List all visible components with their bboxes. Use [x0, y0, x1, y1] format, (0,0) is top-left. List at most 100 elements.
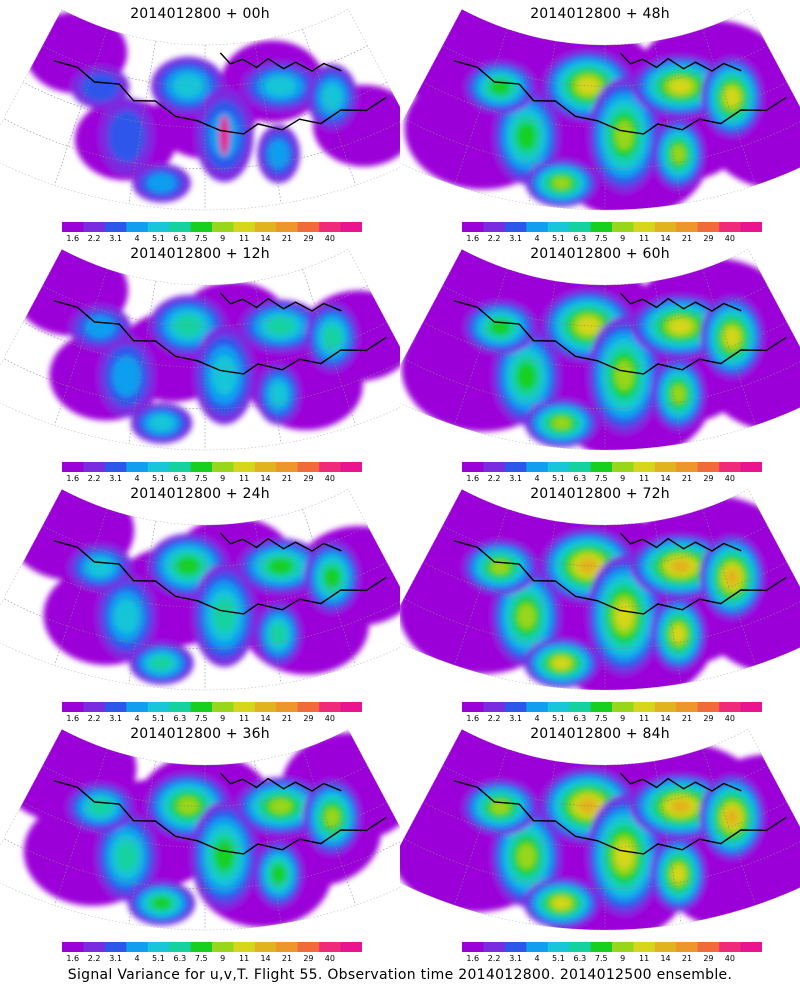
colorbar-swatch [462, 462, 484, 472]
colorbar-swatch [83, 462, 106, 472]
panel-title: 2014012800 + 48h [530, 6, 670, 22]
grid-parallel [22, 321, 388, 368]
colorbar-swatch [462, 222, 484, 232]
colorbar-swatch [147, 702, 170, 712]
map-panel-24h: 2014012800 + 24h 1.6 2.2 3.1 4 5.1 6.3 7.5 9 11 14… [0, 480, 400, 723]
variance-contour [552, 417, 571, 430]
colorbar-swatch [83, 222, 106, 232]
map-panel-12h: 2014012800 + 12h 1.6 2.2 3.1 4 5.1 6.3 7.5 9 11 14… [0, 240, 400, 483]
variance-contour [146, 173, 177, 193]
variance-contour [151, 896, 172, 910]
colorbar-swatch [297, 942, 320, 952]
colorbar-swatch [633, 702, 656, 712]
colorbar-swatch [719, 702, 742, 712]
colorbar-labels: 1.6 2.2 3.1 4 5.1 6.3 7.5 9 11 14 21 29 40 [400, 954, 800, 966]
colorbar-label: 14 [260, 714, 271, 723]
colorbar-label: 29 [303, 714, 314, 723]
colorbar-label: 40 [724, 234, 735, 243]
panel-title: 2014012800 + 72h [530, 486, 670, 502]
variance-contour [150, 655, 173, 671]
colorbar-label: 3.1 [509, 474, 522, 483]
colorbar-swatch [697, 942, 720, 952]
colorbar-label: 3.1 [109, 234, 122, 243]
colorbar [462, 702, 762, 712]
grid-meridian [128, 520, 156, 684]
coastline [53, 300, 387, 375]
grid-parallel [422, 321, 788, 368]
colorbar-swatch [676, 462, 699, 472]
colorbar-swatch [276, 462, 299, 472]
grid-parallel [422, 801, 788, 848]
grid-meridian [654, 40, 682, 204]
colorbar-swatch [462, 942, 484, 952]
grid-meridian [654, 520, 682, 684]
colorbar-label: 21 [681, 474, 693, 483]
variance-contour [672, 865, 685, 883]
colorbar-label: 21 [281, 474, 293, 483]
colorbar-label: 40 [724, 954, 735, 963]
variance-map [0, 248, 400, 451]
colorbar-label: 14 [260, 234, 271, 243]
variance-map [400, 728, 800, 931]
grid-meridian [128, 760, 156, 924]
colorbar-swatch [654, 462, 677, 472]
panel-title: 2014012800 + 84h [530, 726, 670, 742]
colorbar-label: 2.2 [87, 234, 101, 243]
variance-contour [271, 864, 286, 884]
coastline [53, 60, 387, 135]
colorbar-labels: 1.6 2.2 3.1 4 5.1 6.3 7.5 9 11 14 21 29 40 [400, 474, 800, 486]
colorbar-label: 40 [324, 474, 335, 483]
colorbar-swatch [483, 702, 506, 712]
colorbar-swatch [676, 702, 699, 712]
colorbar-label: 7.5 [194, 234, 208, 243]
grid-meridian [54, 748, 108, 906]
grid-meridian [54, 28, 108, 186]
colorbar-label: 1.6 [466, 234, 480, 243]
colorbar-swatch [276, 942, 299, 952]
colorbar-label: 2.2 [487, 474, 501, 483]
grid-meridian [528, 520, 556, 684]
variance-contour [80, 72, 120, 102]
colorbar-swatch [633, 462, 656, 472]
colorbar-swatch [547, 702, 570, 712]
variance-contour [116, 841, 138, 872]
colorbar-label: 11 [239, 474, 250, 483]
colorbar-label: 5.1 [152, 474, 165, 483]
colorbar-swatch [254, 462, 277, 472]
variance-contour [516, 122, 537, 151]
colorbar-swatch [526, 462, 549, 472]
colorbar-swatch [212, 222, 234, 232]
colorbar-label: 9 [220, 474, 226, 483]
colorbar-label: 2.2 [87, 714, 101, 723]
colorbar-swatch [254, 222, 277, 232]
grid-meridian [702, 748, 756, 906]
variance-contour [672, 625, 685, 643]
grid-meridian [454, 268, 508, 426]
colorbar-label: 1.6 [466, 954, 480, 963]
colorbar-label: 6.3 [573, 714, 587, 723]
colorbar-label: 14 [660, 954, 671, 963]
colorbar-label: 9 [620, 234, 626, 243]
variance-contour [671, 145, 686, 164]
grid-meridian [702, 508, 756, 666]
variance-contour [669, 79, 692, 94]
variance-contour [322, 84, 343, 111]
colorbar-swatch [504, 942, 527, 952]
colorbar-swatch [590, 702, 613, 712]
colorbar-swatch [254, 702, 277, 712]
colorbar-swatch [147, 222, 170, 232]
colorbar-label: 21 [681, 234, 693, 243]
colorbar-swatch [212, 942, 234, 952]
colorbar-swatch [697, 222, 720, 232]
colorbar-swatch [169, 702, 192, 712]
grid-parallel [422, 81, 788, 128]
colorbar-label: 3.1 [109, 714, 122, 723]
colorbar-label: 1.6 [466, 474, 480, 483]
colorbar-label: 29 [303, 954, 314, 963]
colorbar-swatch [569, 462, 592, 472]
colorbar-swatch [104, 222, 127, 232]
colorbar-label: 9 [220, 234, 226, 243]
colorbar-swatch [504, 702, 527, 712]
grid-meridian [128, 40, 156, 204]
grid-meridian [302, 28, 356, 186]
